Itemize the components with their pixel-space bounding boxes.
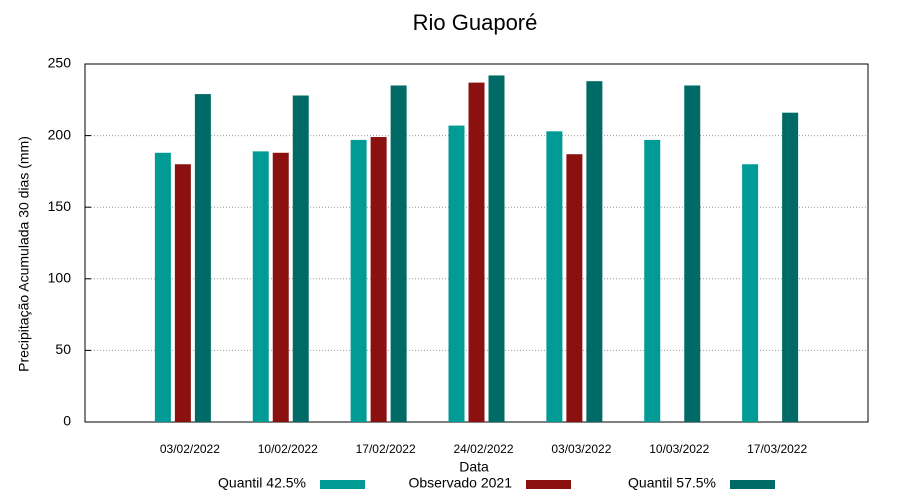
chart-title: Rio Guaporé xyxy=(413,10,538,35)
bar xyxy=(684,85,701,422)
bar xyxy=(586,81,603,423)
x-tick-label: 17/03/2022 xyxy=(747,442,807,456)
y-tick-label: 50 xyxy=(55,341,71,357)
bar xyxy=(546,131,563,422)
x-tick-label: 17/02/2022 xyxy=(356,442,416,456)
bar xyxy=(566,154,583,422)
legend-swatch xyxy=(730,480,775,489)
x-tick-label: 10/02/2022 xyxy=(258,442,318,456)
x-axis-label: Data xyxy=(459,459,489,475)
x-tick-label: 10/03/2022 xyxy=(649,442,709,456)
legend-label: Quantil 42.5% xyxy=(218,475,306,491)
y-tick-label: 250 xyxy=(48,55,72,71)
bar xyxy=(154,152,171,422)
bar xyxy=(194,94,211,423)
y-tick-label: 100 xyxy=(48,270,72,286)
y-tick-label: 150 xyxy=(48,198,72,214)
bar xyxy=(782,112,799,423)
bar xyxy=(448,125,465,423)
bar xyxy=(488,75,505,423)
legend-swatch xyxy=(526,480,571,489)
y-tick-label: 200 xyxy=(48,126,72,142)
legend-swatch xyxy=(320,480,365,489)
x-tick-label: 03/02/2022 xyxy=(160,442,220,456)
x-tick-label: 03/03/2022 xyxy=(551,442,611,456)
bar xyxy=(390,85,407,422)
bar xyxy=(292,95,309,422)
bar xyxy=(350,139,367,422)
bar xyxy=(468,82,485,422)
bar xyxy=(252,151,269,423)
y-tick-label: 0 xyxy=(63,413,71,429)
bar xyxy=(272,152,289,422)
bar xyxy=(644,139,661,422)
legend-label: Observado 2021 xyxy=(408,475,512,491)
x-tick-label: 24/02/2022 xyxy=(453,442,513,456)
legend-label: Quantil 57.5% xyxy=(628,475,716,491)
bar xyxy=(370,137,387,423)
bar xyxy=(742,164,759,423)
y-axis-label: Precipitação Acumulada 30 dias (mm) xyxy=(16,136,32,372)
bar xyxy=(174,164,191,423)
